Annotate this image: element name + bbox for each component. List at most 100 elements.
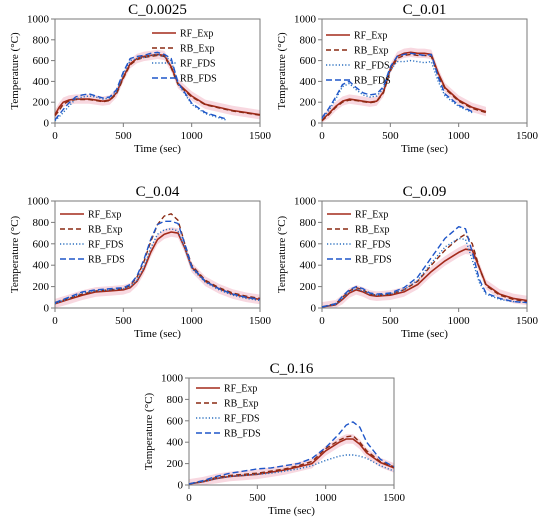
x-tick-label: 500	[115, 130, 132, 142]
y-tick-label: 200	[300, 97, 317, 109]
legend: RF_Exp RB_Exp RF_FDS RB_FDS	[152, 29, 217, 85]
y-tick-label: 1000	[27, 196, 50, 208]
chart-panel-5: 0 200 400 600 800 1000 0 500 1000 1500 C_0.16 Time …	[143, 361, 406, 517]
x-tick-label: 0	[52, 130, 58, 142]
y-tick-label: 600	[300, 238, 317, 250]
legend-label: RB_Exp	[354, 46, 388, 57]
series-line-rb-exp	[321, 233, 528, 308]
y-tick-label: 400	[300, 76, 317, 88]
experimental-band	[55, 227, 260, 308]
x-tick-label: 0	[52, 315, 58, 327]
x-tick-label: 500	[382, 130, 399, 142]
legend-label: RF_Exp	[355, 210, 388, 221]
legend-label: RB_FDS	[180, 74, 217, 85]
series-line-rb-fds	[321, 52, 473, 119]
y-tick-label: 200	[33, 97, 50, 109]
legend-label: RF_Exp	[88, 210, 121, 221]
series-line-rb-fds	[54, 51, 226, 121]
legend-label: RB_FDS	[355, 255, 392, 266]
x-tick-label: 1000	[448, 130, 471, 142]
y-tick-label: 0	[311, 118, 317, 130]
plot-frame	[188, 377, 395, 486]
series-line-rf-exp	[321, 51, 487, 121]
y-axis-label: Temperature (°C)	[276, 32, 288, 110]
chart-title: C_0.09	[403, 184, 447, 200]
x-tick-label: 1500	[249, 315, 272, 327]
x-tick-label: 0	[319, 315, 325, 327]
y-axis-label: Temperature (°C)	[9, 32, 21, 110]
chart-panel-2: 0 200 400 600 800 1000 0 500 1000 1500 C_0.01 Time …	[276, 2, 539, 155]
x-axis-label: Time (sec)	[401, 143, 448, 155]
y-tick-label: 800	[167, 394, 184, 406]
legend-label: RF_Exp	[180, 29, 213, 40]
legend-label: RF_Exp	[354, 31, 387, 42]
plot-frame	[321, 200, 528, 309]
x-axis-label: Time (sec)	[134, 143, 181, 155]
chart-panel-3: 0 200 400 600 800 1000 0 500 1000 1500 C_0.04 Time …	[9, 184, 272, 340]
x-axis-label: Time (sec)	[268, 505, 315, 517]
legend-label: RF_Exp	[224, 384, 257, 395]
x-tick-label: 1000	[315, 492, 338, 504]
y-tick-label: 600	[33, 238, 50, 250]
series-line-rf-fds	[188, 454, 395, 485]
legend-label: RF_FDS	[355, 240, 391, 251]
chart-title: C_0.04	[136, 184, 180, 200]
series-line-rb-fds	[188, 421, 395, 485]
experimental-band	[322, 244, 527, 308]
series-line-rf-exp	[54, 231, 261, 305]
legend-label: RF_FDS	[88, 240, 124, 251]
series-line-rb-fds	[54, 220, 261, 304]
legend-label: RB_FDS	[88, 255, 125, 266]
x-tick-label: 1500	[516, 315, 539, 327]
y-tick-label: 600	[167, 415, 184, 427]
legend-label: RB_Exp	[88, 225, 122, 236]
series-line-rf-fds	[321, 237, 528, 308]
y-tick-label: 400	[33, 260, 50, 272]
chart-title: C_0.16	[270, 361, 314, 377]
series-line-rb-fds	[321, 225, 528, 308]
chart-panel-4: 0 200 400 600 800 1000 0 500 1000 1500 C_0.09 Time …	[276, 184, 539, 340]
x-tick-label: 1000	[181, 315, 204, 327]
x-tick-label: 0	[186, 492, 192, 504]
x-tick-label: 500	[115, 315, 132, 327]
x-tick-label: 1500	[249, 130, 272, 142]
chart-title: C_0.0025	[128, 2, 187, 18]
y-tick-label: 1000	[294, 14, 317, 26]
legend: RF_Exp RB_Exp RF_FDS RB_FDS	[196, 384, 261, 440]
legend: RF_Exp RB_Exp RF_FDS RB_FDS	[327, 210, 392, 266]
y-tick-label: 0	[44, 118, 50, 130]
y-tick-label: 400	[300, 260, 317, 272]
legend-label: RB_Exp	[224, 399, 258, 410]
series-line-rf-fds	[321, 59, 473, 120]
legend-label: RF_FDS	[224, 414, 260, 425]
series-line-rb-exp	[54, 54, 261, 117]
chart-title: C_0.01	[403, 2, 447, 18]
y-tick-label: 200	[33, 281, 50, 293]
legend-label: RB_FDS	[354, 76, 391, 87]
legend-label: RB_Exp	[355, 225, 389, 236]
y-tick-label: 400	[167, 437, 184, 449]
y-tick-label: 600	[33, 55, 50, 67]
legend: RF_Exp RB_Exp RF_FDS RB_FDS	[60, 210, 125, 266]
y-tick-label: 200	[167, 458, 184, 470]
y-tick-label: 200	[300, 281, 317, 293]
y-tick-label: 0	[44, 303, 50, 315]
x-tick-label: 1000	[181, 130, 204, 142]
plot-frame	[321, 18, 528, 124]
experimental-band	[55, 49, 260, 120]
x-tick-label: 500	[382, 315, 399, 327]
y-tick-label: 800	[300, 34, 317, 46]
y-tick-label: 0	[311, 303, 317, 315]
y-tick-label: 800	[33, 34, 50, 46]
legend: RF_Exp RB_Exp RF_FDS RB_FDS	[326, 31, 391, 87]
y-tick-label: 1000	[161, 373, 184, 385]
y-axis-label: Temperature (°C)	[143, 393, 155, 471]
plot-frame	[54, 200, 261, 309]
experimental-band	[322, 47, 486, 123]
y-tick-label: 400	[33, 76, 50, 88]
legend-label: RF_FDS	[354, 61, 390, 72]
experimental-band	[189, 434, 394, 485]
y-tick-label: 0	[178, 480, 184, 492]
x-axis-label: Time (sec)	[134, 328, 181, 340]
